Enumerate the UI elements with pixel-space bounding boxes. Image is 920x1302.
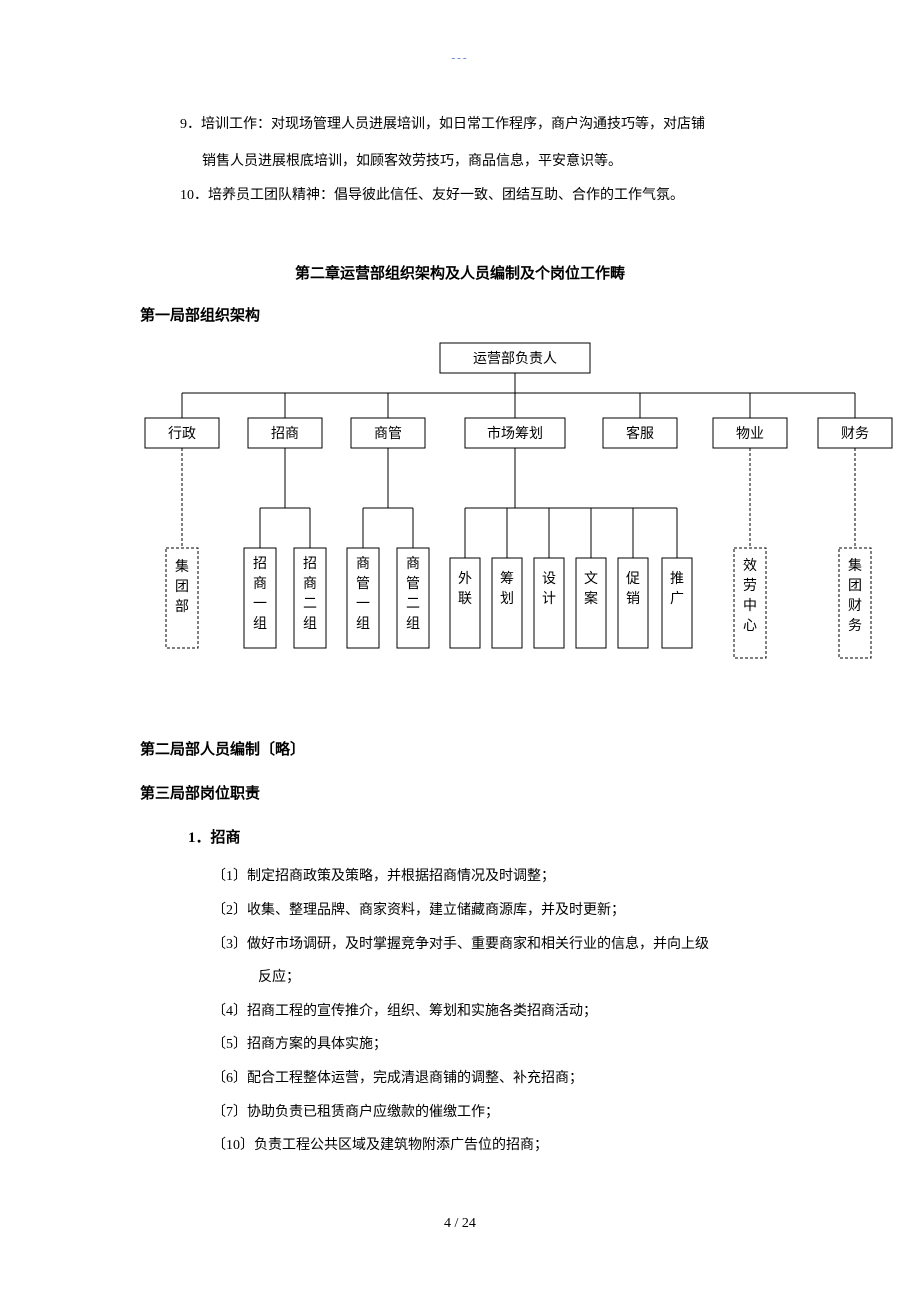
svg-text:案: 案 — [584, 590, 598, 607]
svg-text:部: 部 — [175, 599, 189, 615]
svg-text:招: 招 — [253, 556, 267, 572]
job1-item-3-cont: 反应； — [258, 961, 780, 995]
job1-item-10: 〔10〕负责工程公共区域及建筑物附添广告位的招商； — [212, 1129, 780, 1163]
item-10-num: 10． — [180, 188, 208, 203]
org-l3-sc: 外 联 筹 划 设 计 文 案 促 销 推 — [450, 508, 692, 648]
job1-item-7: 〔7〕协助负责已租赁商户应缴款的催缴工作； — [212, 1096, 780, 1130]
svg-text:心: 心 — [743, 618, 757, 634]
svg-text:一: 一 — [356, 597, 370, 612]
svg-text:计: 计 — [542, 591, 556, 607]
svg-text:管: 管 — [406, 576, 420, 592]
svg-text:组: 组 — [406, 616, 420, 632]
svg-text:财: 财 — [848, 598, 862, 614]
svg-text:设: 设 — [542, 571, 556, 587]
org-l2-6: 财务 — [841, 426, 869, 442]
intro-item-9-cont: 销售人员进展根底培训，如顾客效劳技巧，商品信息，平安意识等。 — [202, 145, 780, 179]
item-10-text: 培养员工团队精神：倡导彼此信任、友好一致、团结互助、合作的工作气氛。 — [208, 188, 684, 203]
svg-text:组: 组 — [303, 616, 317, 632]
org-l2-1: 招商 — [271, 426, 299, 442]
job1-item-2: 〔2〕收集、整理品牌、商家资料，建立储藏商源库，并及时更新； — [212, 894, 780, 928]
svg-text:广: 广 — [670, 591, 684, 607]
org-chart: 运营部负责人 行政 招商 商管 市场筹划 客 — [130, 338, 900, 698]
page-marker: --- — [0, 50, 920, 68]
org-l2-2: 商管 — [374, 426, 402, 442]
svg-text:组: 组 — [356, 616, 370, 632]
org-l3-xz-0a: 集 — [175, 558, 189, 575]
org-l2-4: 客服 — [626, 425, 654, 442]
section-3-heading: 第三局部岗位职责 — [140, 782, 780, 806]
svg-text:筹: 筹 — [500, 570, 514, 587]
svg-text:商: 商 — [356, 556, 370, 572]
page-content: 9．培训工作：对现场管理人员进展培训，如日常工作程序，商户沟通技巧等，对店铺 销… — [0, 108, 920, 1163]
org-l2-0: 行政 — [168, 426, 196, 442]
svg-text:商: 商 — [406, 556, 420, 572]
intro-item-10: 10．培养员工团队精神：倡导彼此信任、友好一致、团结互助、合作的工作气氛。 — [180, 179, 780, 213]
job1-item-3: 〔3〕做好市场调研，及时掌握竞争对手、重要商家和相关行业的信息，并向上级 — [212, 928, 780, 962]
svg-text:销: 销 — [626, 591, 640, 607]
svg-text:外: 外 — [458, 571, 472, 587]
item-9-text: 培训工作：对现场管理人员进展培训，如日常工作程序，商户沟通技巧等，对店铺 — [201, 117, 705, 132]
svg-text:联: 联 — [458, 591, 472, 607]
svg-text:效: 效 — [743, 558, 757, 574]
org-level2: 行政 招商 商管 市场筹划 客服 物业 财务 — [145, 393, 892, 448]
svg-text:二: 二 — [303, 597, 317, 612]
svg-text:商: 商 — [303, 576, 317, 592]
job1-item-1: 〔1〕制定招商政策及策略，并根据招商情况及时调整； — [212, 860, 780, 894]
svg-text:推: 推 — [670, 571, 684, 587]
svg-text:组: 组 — [253, 616, 267, 632]
svg-text:务: 务 — [848, 618, 862, 634]
job1-item-5: 〔5〕招商方案的具体实施； — [212, 1028, 780, 1062]
svg-text:团: 团 — [175, 580, 189, 595]
org-l2-5: 物业 — [736, 426, 764, 442]
svg-text:中: 中 — [743, 598, 757, 614]
svg-text:集: 集 — [848, 557, 862, 574]
section-1-heading: 第一局部组织架构 — [140, 304, 780, 328]
job1-title: 1．招商 — [188, 826, 780, 850]
job1-item-4: 〔4〕招商工程的宣传推介，组织、筹划和实施各类招商活动； — [212, 995, 780, 1029]
svg-text:管: 管 — [356, 576, 370, 592]
svg-text:二: 二 — [406, 597, 420, 612]
section-2-heading: 第二局部人员编制〔略〕 — [140, 738, 780, 762]
org-l2-3: 市场筹划 — [487, 425, 543, 442]
chapter-title: 第二章运营部组织架构及人员编制及个岗位工作畴 — [140, 262, 780, 286]
svg-text:促: 促 — [626, 571, 640, 587]
svg-text:团: 团 — [848, 579, 862, 594]
svg-text:劳: 劳 — [743, 578, 757, 594]
job1-item-6: 〔6〕配合工程整体运营，完成清退商铺的调整、补充招商； — [212, 1062, 780, 1096]
svg-text:划: 划 — [500, 591, 514, 607]
svg-text:商: 商 — [253, 576, 267, 592]
intro-item-9: 9．培训工作：对现场管理人员进展培训，如日常工作程序，商户沟通技巧等，对店铺 — [180, 108, 780, 142]
svg-text:文: 文 — [584, 571, 598, 587]
svg-text:招: 招 — [303, 556, 317, 572]
org-root: 运营部负责人 — [473, 351, 557, 367]
svg-text:一: 一 — [253, 597, 267, 612]
page-footer: 4 / 24 — [0, 1213, 920, 1235]
item-9-num: 9． — [180, 117, 201, 132]
